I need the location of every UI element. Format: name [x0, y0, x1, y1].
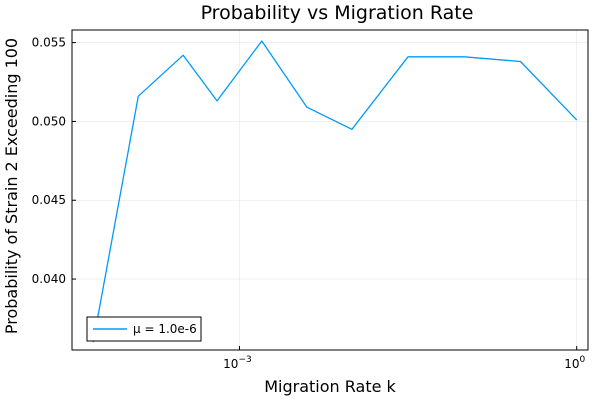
y-axis-label: Probability of Strain 2 Exceeding 100	[2, 38, 21, 334]
x-axis-label: Migration Rate k	[264, 377, 396, 396]
y-tick-label: 0.055	[32, 36, 66, 50]
chart-title: Probability vs Migration Rate	[201, 2, 474, 24]
x-tick-label: 10−3	[223, 355, 252, 371]
y-tick-label: 0.040	[32, 272, 66, 286]
y-tick-label: 0.045	[32, 193, 66, 207]
grid	[72, 30, 588, 350]
x-tick-label: 100	[564, 355, 585, 371]
legend-label: μ = 1.0e-6	[133, 322, 197, 336]
x-tick-exponent: −3	[238, 355, 251, 365]
series-line	[92, 40, 578, 343]
legend: μ = 1.0e-6	[86, 316, 202, 342]
series-group	[92, 40, 578, 343]
plot-frame	[71, 29, 589, 351]
y-tick-label: 0.050	[32, 114, 66, 128]
y-axis: 0.040 0.045 0.050 0.055	[32, 36, 76, 286]
x-tick-exponent: 0	[579, 355, 585, 365]
